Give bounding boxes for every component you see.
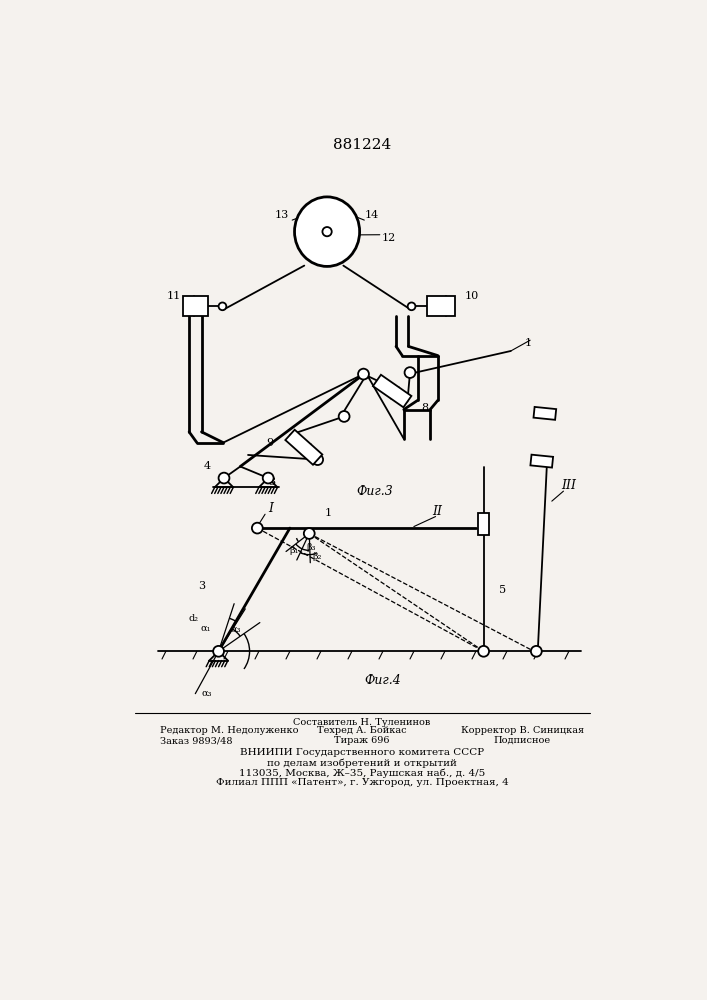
Text: ВНИИПИ Государственного комитета СССР: ВНИИПИ Государственного комитета СССР [240,748,484,757]
Text: 9: 9 [266,438,274,448]
Ellipse shape [295,197,360,266]
Circle shape [404,367,416,378]
Text: Тираж 696: Тираж 696 [334,736,390,745]
Text: 11: 11 [167,291,181,301]
Circle shape [339,411,349,422]
Bar [478,513,489,535]
Circle shape [322,227,332,236]
Text: Фиг.4: Фиг.4 [365,674,402,687]
Text: 12: 12 [382,233,396,243]
Bar [286,430,322,465]
Text: Техред А. Бойкас: Техред А. Бойкас [317,726,407,735]
Text: β₁: β₁ [289,546,298,555]
Text: 4: 4 [204,461,211,471]
Circle shape [218,302,226,310]
Text: 5: 5 [499,585,506,595]
Text: Филиал ППП «Патент», г. Ужгород, ул. Проектная, 4: Филиал ППП «Патент», г. Ужгород, ул. Про… [216,778,508,787]
Text: Корректор В. Синицкая: Корректор В. Синицкая [461,726,584,735]
Text: 8: 8 [421,403,428,413]
Text: III: III [561,479,576,492]
Text: 881224: 881224 [333,138,391,152]
Circle shape [312,454,323,465]
Text: β₃: β₃ [306,543,315,552]
Circle shape [304,528,315,539]
Text: α₁: α₁ [201,624,211,633]
Text: Фиг.3: Фиг.3 [357,485,394,498]
Text: 10: 10 [465,291,479,301]
Text: 3: 3 [198,581,205,591]
Text: 3: 3 [268,477,275,487]
Text: Подписное: Подписное [493,736,551,745]
Text: β₂: β₂ [312,552,322,561]
Circle shape [478,646,489,657]
Text: 113035, Москва, Ж–35, Раушская наб., д. 4/5: 113035, Москва, Ж–35, Раушская наб., д. … [239,768,485,778]
Bar [534,407,556,420]
Bar [183,296,208,316]
Text: по делам изобретений и открытий: по делам изобретений и открытий [267,758,457,768]
Bar [428,296,455,316]
Text: Заказ 9893/48: Заказ 9893/48 [160,736,232,745]
Circle shape [218,473,230,483]
Text: α₃: α₃ [201,689,212,698]
Circle shape [531,646,542,657]
Text: 1: 1 [525,338,532,348]
Text: II: II [432,505,442,518]
Bar [373,375,411,407]
Circle shape [213,646,224,657]
Circle shape [408,302,416,310]
Text: Составитель Н. Туленинов: Составитель Н. Туленинов [293,718,431,727]
Text: 14: 14 [365,210,379,220]
Text: d₂: d₂ [189,614,199,623]
Circle shape [252,523,263,533]
Circle shape [263,473,274,483]
Circle shape [358,369,369,379]
Text: α₃: α₃ [230,625,241,634]
Text: Редактор М. Недолуженко: Редактор М. Недолуженко [160,726,298,735]
Bar [530,455,553,468]
Text: I: I [268,502,273,515]
Text: 1: 1 [325,508,332,518]
Text: 13: 13 [275,210,289,220]
